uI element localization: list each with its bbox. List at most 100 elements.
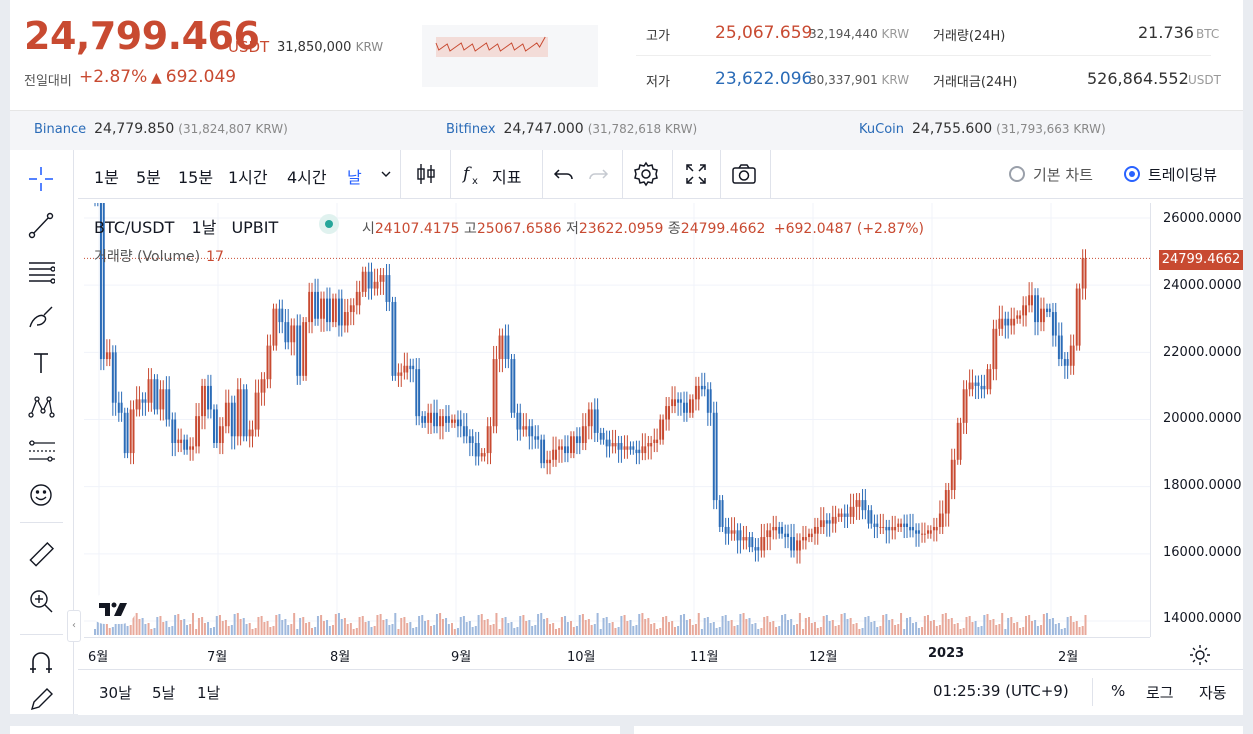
fullscreen-icon[interactable] [682, 160, 710, 188]
ruler-icon[interactable] [24, 538, 58, 572]
candle-body [560, 446, 563, 450]
candle-body [796, 540, 799, 551]
legend-interval: 1날 [191, 218, 217, 237]
range-1d[interactable]: 1날 [197, 684, 221, 702]
candle-body [867, 510, 870, 524]
tradingview-label[interactable]: 트레이딩뷰 [1148, 166, 1218, 184]
volume-bar [673, 627, 676, 635]
undo-icon[interactable] [550, 160, 578, 188]
volume-bar [108, 628, 111, 635]
basic-chart-label[interactable]: 기본 차트 [1033, 166, 1093, 184]
interval-15m[interactable]: 15분 [178, 168, 214, 187]
gear-icon[interactable] [632, 160, 660, 188]
candle-body [355, 291, 358, 306]
candle-body [108, 352, 111, 360]
brush-icon[interactable] [24, 300, 58, 334]
trend-line-icon[interactable] [24, 208, 58, 242]
volume-bar [647, 618, 650, 635]
volume-bar [938, 625, 941, 635]
fib-icon[interactable] [24, 434, 58, 468]
volume-bar [251, 629, 254, 635]
interval-5m[interactable]: 5분 [136, 168, 161, 187]
candle-body [388, 275, 391, 302]
exchange-price: 24,755.600 [912, 121, 993, 137]
candle-body [1001, 318, 1004, 329]
volume-bar [421, 615, 424, 635]
volume-bar [379, 614, 382, 635]
volume-bar [828, 621, 831, 635]
pattern-icon[interactable] [24, 390, 58, 424]
volume-bar [608, 623, 611, 635]
tradingview-logo[interactable] [90, 594, 136, 624]
time-axis[interactable]: 6월 7월 8월 9월 10월 11월 12월 2023 2월 [84, 637, 1150, 670]
text-icon[interactable] [24, 346, 58, 380]
indicators-button[interactable]: 지표 [492, 168, 522, 187]
volume-bar [727, 621, 730, 635]
candle-body [626, 446, 629, 450]
candle-body [266, 345, 269, 380]
y-tick-label: 18000.0000 [1163, 478, 1242, 493]
candle-body [947, 490, 950, 514]
volume-bar [498, 629, 501, 635]
candle-body [251, 429, 254, 437]
interval-1m[interactable]: 1분 [94, 168, 119, 187]
volume-bar [739, 614, 742, 635]
candles-icon[interactable] [412, 160, 440, 188]
candle-body [876, 523, 879, 527]
volume-bar [471, 627, 474, 635]
volume-bar [150, 629, 153, 635]
volume-bar [1010, 617, 1013, 635]
magnet-icon[interactable] [24, 646, 58, 680]
candle-body [959, 422, 962, 460]
axis-settings-icon[interactable] [1188, 643, 1212, 671]
interval-4h[interactable]: 4시간 [287, 168, 327, 187]
chevron-down-icon[interactable] [372, 160, 400, 188]
candle-body [986, 369, 989, 390]
volume-bar [923, 616, 926, 635]
price-axis[interactable]: 26000.0000 24000.0000 22000.0000 20000.0… [1150, 203, 1244, 637]
horizontal-lines-icon[interactable] [24, 254, 58, 288]
price-chart[interactable] [84, 203, 1150, 637]
candle-body [403, 365, 406, 373]
exchange-kucoin[interactable]: KuCoin 24,755.600 (31,793,663 KRW) [859, 121, 1106, 137]
emoji-icon[interactable] [24, 478, 58, 512]
range-5d[interactable]: 5날 [152, 684, 176, 702]
redo-icon[interactable] [584, 160, 612, 188]
crosshair-icon[interactable] [24, 162, 58, 196]
candle-body [373, 281, 376, 289]
auto-toggle[interactable]: 자동 [1199, 684, 1227, 702]
percent-toggle[interactable]: % [1111, 682, 1126, 700]
interval-1h[interactable]: 1시간 [228, 168, 268, 187]
candle-body [787, 533, 789, 538]
candle-body [245, 389, 248, 437]
volume-bar [504, 617, 507, 635]
volume-bar [1034, 620, 1037, 635]
volume-bar [929, 621, 932, 635]
volume-bar [215, 616, 218, 635]
interval-1d[interactable]: 날 [347, 168, 362, 187]
volume-bar [599, 629, 602, 635]
candle-body [760, 537, 763, 551]
clock-timezone[interactable]: 01:25:39 (UTC+9) [933, 682, 1069, 700]
pencil-lock-icon[interactable] [24, 686, 58, 714]
exchange-binance[interactable]: Binance 24,779.850 (31,824,807 KRW) [34, 121, 288, 137]
candle-body [909, 526, 912, 531]
range-30d[interactable]: 30날 [99, 684, 132, 702]
toolbar-separator [450, 150, 451, 198]
basic-chart-radio[interactable] [1009, 166, 1025, 182]
exchange-bitfinex[interactable]: Bitfinex 24,747.000 (31,782,618 KRW) [446, 121, 697, 137]
candle-body [349, 305, 352, 313]
camera-icon[interactable] [730, 160, 758, 188]
log-toggle[interactable]: 로그 [1146, 684, 1174, 702]
volume-bar [445, 618, 448, 635]
tradingview-radio[interactable] [1124, 166, 1140, 182]
y-tick-label: 22000.0000 [1163, 345, 1242, 360]
zoom-in-icon[interactable] [24, 584, 58, 618]
candle-body [507, 335, 510, 360]
candle-body [534, 436, 537, 440]
collapse-toolbar-button[interactable]: ‹ [67, 610, 81, 642]
high-krw-value: 32,194,440 [809, 27, 878, 41]
candle-body [891, 526, 894, 531]
